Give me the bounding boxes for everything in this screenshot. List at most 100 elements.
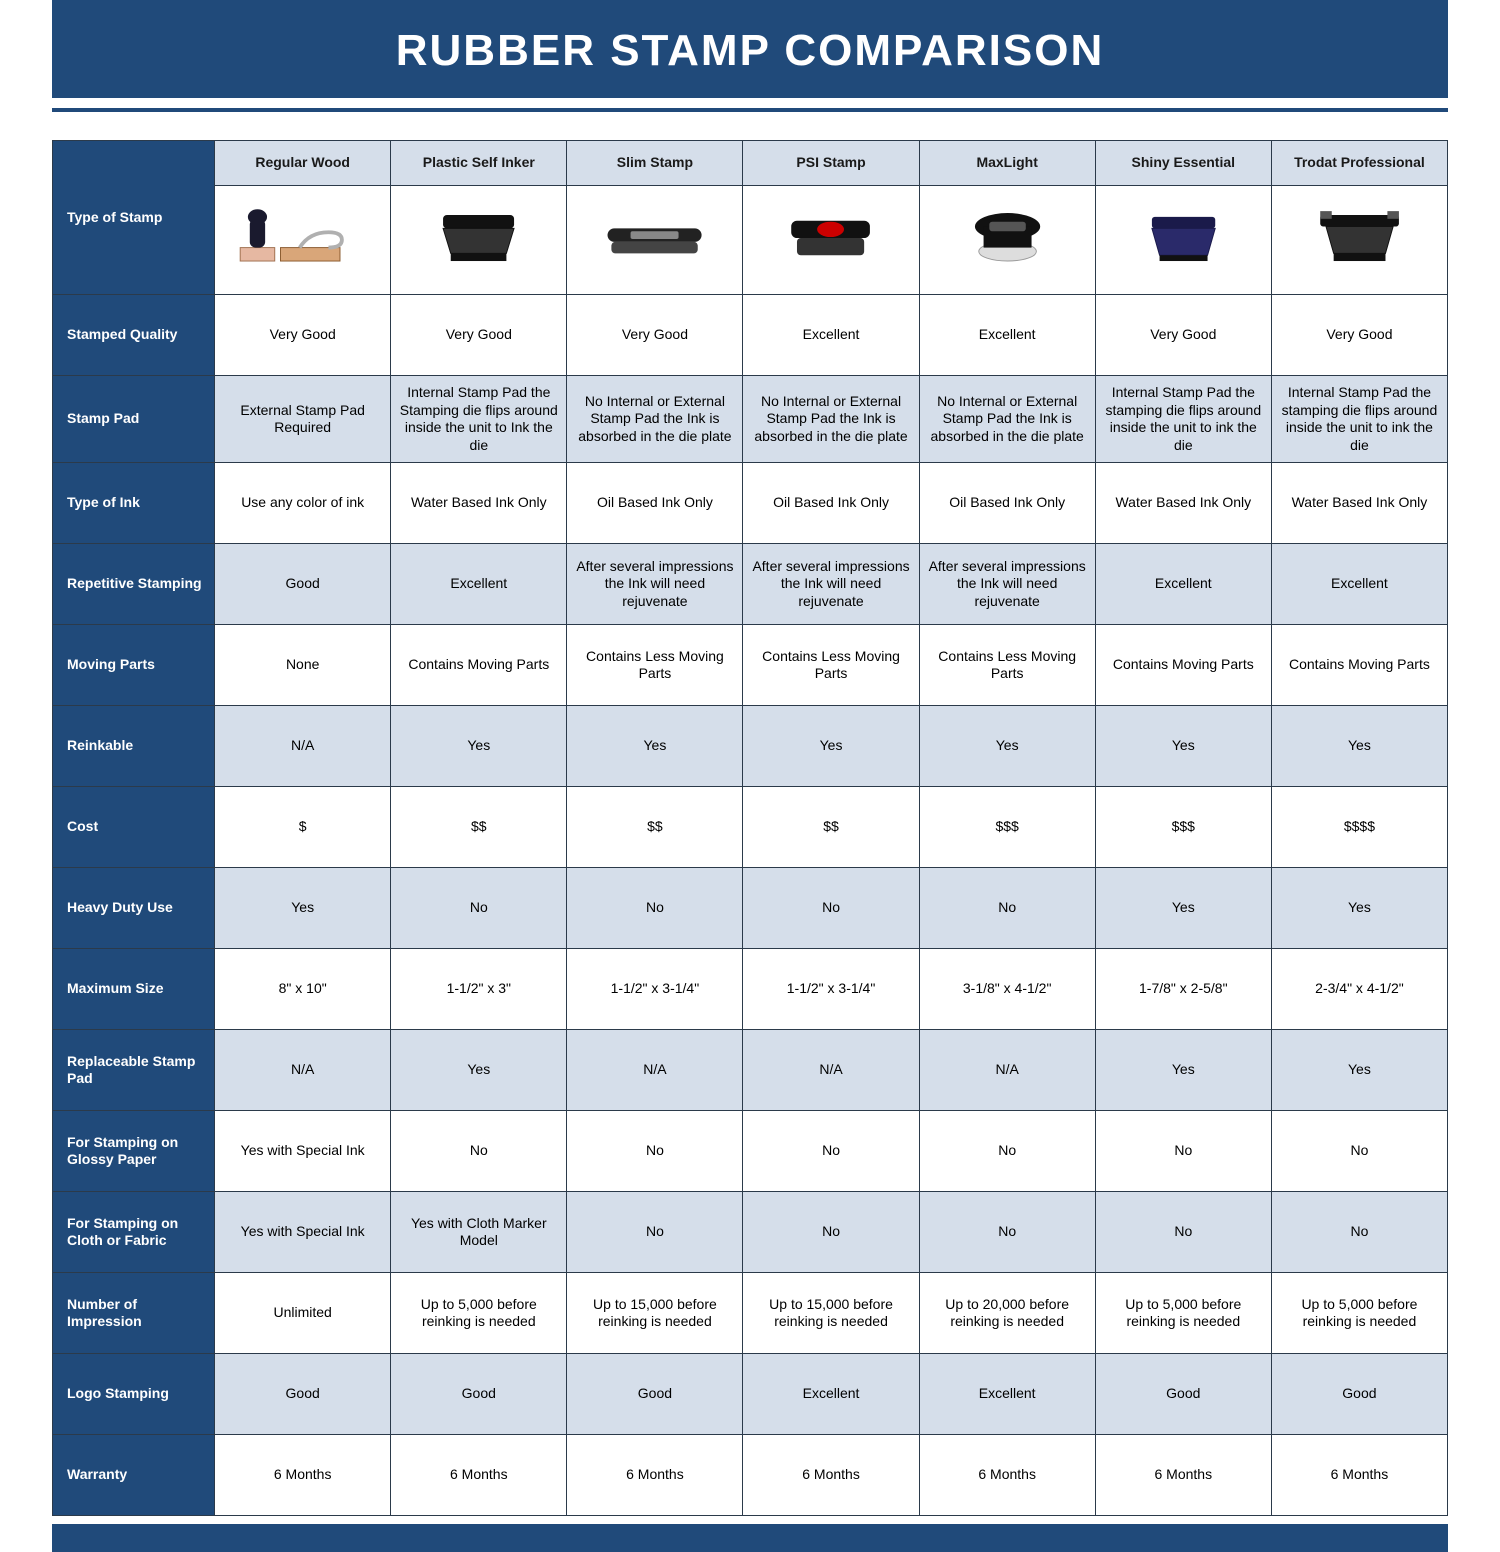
cell: Yes [1271, 706, 1447, 787]
table-row: For Stamping on Glossy PaperYes with Spe… [53, 1111, 1448, 1192]
table-row: Replaceable Stamp PadN/AYesN/AN/AN/AYesY… [53, 1030, 1448, 1111]
cell: 1-1/2" x 3" [391, 949, 567, 1030]
cell: Water Based Ink Only [1095, 463, 1271, 544]
cell: Use any color of ink [215, 463, 391, 544]
col-trodat-professional: Trodat Professional [1271, 141, 1447, 186]
cell: After several impressions the Ink will n… [567, 544, 743, 625]
cell: Yes [1271, 1030, 1447, 1111]
table-row: Heavy Duty UseYesNoNoNoNoYesYes [53, 868, 1448, 949]
cell: Water Based Ink Only [391, 463, 567, 544]
cell: Yes with Special Ink [215, 1111, 391, 1192]
title-bar: RUBBER STAMP COMPARISON [52, 0, 1448, 98]
cell: Up to 5,000 before reinking is needed [391, 1273, 567, 1354]
cell: No [919, 1111, 1095, 1192]
cell: Good [215, 1354, 391, 1435]
cell: Water Based Ink Only [1271, 463, 1447, 544]
cell: $ [215, 787, 391, 868]
row-label: Number of Impression [53, 1273, 215, 1354]
table-row: Maximum Size8" x 10"1-1/2" x 3"1-1/2" x … [53, 949, 1448, 1030]
cell: Yes [1271, 868, 1447, 949]
row-label: Stamped Quality [53, 295, 215, 376]
row-label: Repetitive Stamping [53, 544, 215, 625]
cell: Good [391, 1354, 567, 1435]
cell: 6 Months [215, 1435, 391, 1516]
cell: Contains Moving Parts [1095, 625, 1271, 706]
table-row: Type of InkUse any color of inkWater Bas… [53, 463, 1448, 544]
table-row: Cost$$$$$$$$$$$$$$$$$ [53, 787, 1448, 868]
cell: Good [1271, 1354, 1447, 1435]
cell: N/A [743, 1030, 919, 1111]
cell: $$$ [919, 787, 1095, 868]
col-maxlight: MaxLight [919, 141, 1095, 186]
table-row: Number of ImpressionUnlimitedUp to 5,000… [53, 1273, 1448, 1354]
table-row: Moving PartsNoneContains Moving PartsCon… [53, 625, 1448, 706]
row-label: Type of Ink [53, 463, 215, 544]
cell: Very Good [215, 295, 391, 376]
cell: Contains Less Moving Parts [567, 625, 743, 706]
title-underline [52, 108, 1448, 112]
cell: No [567, 868, 743, 949]
row-label: Cost [53, 787, 215, 868]
cell: Excellent [919, 1354, 1095, 1435]
cell: No [1095, 1192, 1271, 1273]
cell: Contains Moving Parts [391, 625, 567, 706]
table-row: Repetitive StampingGoodExcellentAfter se… [53, 544, 1448, 625]
cell: Good [1095, 1354, 1271, 1435]
cell: No [567, 1192, 743, 1273]
cell: $$$$ [1271, 787, 1447, 868]
table-row: Warranty6 Months6 Months6 Months6 Months… [53, 1435, 1448, 1516]
cell: 6 Months [743, 1435, 919, 1516]
cell: No Internal or External Stamp Pad the In… [919, 376, 1095, 463]
cell: Up to 15,000 before reinking is needed [567, 1273, 743, 1354]
cell: Oil Based Ink Only [919, 463, 1095, 544]
row-label: For Stamping on Glossy Paper [53, 1111, 215, 1192]
comparison-page: RUBBER STAMP COMPARISON Type of Stamp Re… [0, 0, 1500, 1500]
cell: 2-3/4" x 4-1/2" [1271, 949, 1447, 1030]
cell: No [743, 1111, 919, 1192]
cell: Contains Less Moving Parts [743, 625, 919, 706]
col-psi-stamp: PSI Stamp [743, 141, 919, 186]
table-row: For Stamping on Cloth or FabricYes with … [53, 1192, 1448, 1273]
cell: Yes with Special Ink [215, 1192, 391, 1273]
table-row: Stamp PadExternal Stamp Pad RequiredInte… [53, 376, 1448, 463]
cell: No Internal or External Stamp Pad the In… [743, 376, 919, 463]
table-row: Stamped QualityVery GoodVery GoodVery Go… [53, 295, 1448, 376]
stamp-img-shiny-essential [1095, 186, 1271, 295]
cell: No [391, 868, 567, 949]
cell: 6 Months [567, 1435, 743, 1516]
cell: Oil Based Ink Only [567, 463, 743, 544]
cell: No [391, 1111, 567, 1192]
cell: No [743, 1192, 919, 1273]
row-label: Stamp Pad [53, 376, 215, 463]
cell: Up to 20,000 before reinking is needed [919, 1273, 1095, 1354]
cell: No [919, 1192, 1095, 1273]
footer-bar [52, 1524, 1448, 1552]
self-inker-icon [397, 206, 560, 270]
cell: After several impressions the Ink will n… [919, 544, 1095, 625]
cell: Good [215, 544, 391, 625]
page-title: RUBBER STAMP COMPARISON [52, 26, 1448, 76]
cell: No [919, 868, 1095, 949]
cell: No [1271, 1111, 1447, 1192]
stamp-img-plastic-self-inker [391, 186, 567, 295]
cell: Yes [743, 706, 919, 787]
stamp-img-psi-stamp [743, 186, 919, 295]
cell: Yes with Cloth Marker Model [391, 1192, 567, 1273]
stamp-img-maxlight [919, 186, 1095, 295]
row-label: Moving Parts [53, 625, 215, 706]
cell: Yes [919, 706, 1095, 787]
row-label: Warranty [53, 1435, 215, 1516]
cell: Internal Stamp Pad the stamping die flip… [1271, 376, 1447, 463]
cell: Very Good [1271, 295, 1447, 376]
cell: 6 Months [919, 1435, 1095, 1516]
col-regular-wood: Regular Wood [215, 141, 391, 186]
wood-stamp-icon [221, 206, 384, 270]
cell: $$ [743, 787, 919, 868]
col-slim-stamp: Slim Stamp [567, 141, 743, 186]
cell: Very Good [391, 295, 567, 376]
cell: Oil Based Ink Only [743, 463, 919, 544]
cell: 8" x 10" [215, 949, 391, 1030]
cell: Yes [391, 706, 567, 787]
cell: 3-1/8" x 4-1/2" [919, 949, 1095, 1030]
cell: Contains Moving Parts [1271, 625, 1447, 706]
